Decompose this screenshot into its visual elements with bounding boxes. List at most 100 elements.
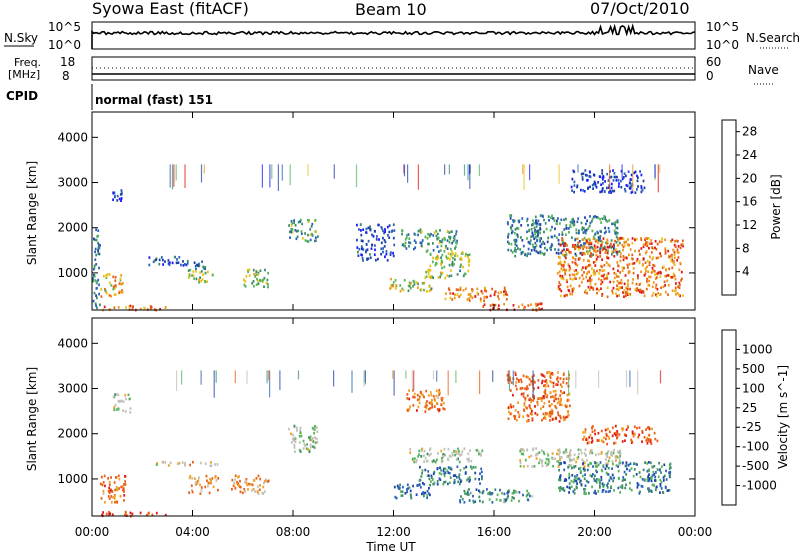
velocity-cell-1: [105, 512, 108, 516]
power-cell-10: [412, 284, 414, 288]
power-cell-15: [512, 219, 514, 222]
power-cell-16: [582, 247, 584, 251]
power-cell-16: [564, 256, 567, 260]
power-cell-17: [573, 184, 576, 187]
power-cell-16: [590, 274, 593, 278]
velocity-cell-12: [551, 395, 554, 398]
velocity-noise-streak: [532, 370, 534, 399]
power-cell-12: [459, 269, 461, 273]
velocity-cell-10: [455, 476, 458, 479]
power-cell-14: [538, 307, 541, 310]
power-cell-15: [539, 245, 542, 249]
velocity-cell-13: [558, 448, 561, 451]
power-cell-16: [571, 290, 574, 293]
velocity-cell-9: [433, 460, 436, 463]
power-cell-16: [640, 238, 643, 242]
velocity-cell-3: [176, 462, 179, 466]
velocity-cell-15: [641, 430, 644, 433]
velocity-cell-12: [566, 399, 569, 402]
velocity-cell-13: [546, 452, 549, 456]
velocity-cell-15: [614, 433, 617, 437]
velocity-cell-11: [468, 488, 470, 491]
power-cell-4: [178, 256, 181, 259]
velocity-cell-10: [421, 472, 423, 475]
power-cell-5: [182, 264, 185, 267]
velocity-cell-10: [481, 475, 483, 478]
velocity-cell-13: [541, 459, 544, 462]
power-cell-16: [667, 249, 670, 253]
power-cell-12: [441, 271, 444, 275]
power-cell-17: [627, 170, 630, 173]
power-cell-16: [678, 283, 681, 287]
power-cell-9: [389, 252, 392, 255]
velocity-cell-7: [426, 489, 429, 493]
velocity-cell-14: [597, 463, 600, 467]
velocity-cell-13: [519, 459, 522, 462]
velocity-cell-5: [255, 477, 258, 480]
power-cell-11: [449, 237, 451, 241]
power-cell-8: [297, 220, 300, 224]
velocity-cell-14: [654, 488, 657, 492]
freq-top-tick: 18: [60, 55, 75, 69]
power-cell-13: [504, 289, 507, 293]
velocity-cell-8: [427, 394, 430, 397]
power-cell-16: [589, 263, 592, 267]
power-cell-6: [200, 279, 202, 283]
power-cell-9: [388, 224, 391, 227]
velocity-cell-14: [559, 476, 562, 480]
velocity-cell-13: [545, 464, 548, 467]
velocity-cell-10: [468, 476, 471, 479]
velocity-cell-10: [428, 477, 431, 481]
power-cell-16: [627, 284, 629, 288]
nsky-panel-frame: [91, 21, 696, 50]
power-cell-16: [664, 284, 666, 287]
velocity-cell-12: [508, 410, 510, 414]
velocity-cell-12: [552, 385, 555, 388]
velocity-cell-0: [103, 501, 106, 504]
velocity-cell-15: [636, 426, 638, 430]
power-cell-11: [417, 229, 420, 233]
velocity-cell-12: [562, 415, 565, 419]
velocity-cell-12: [522, 392, 525, 395]
power-cell-15: [510, 242, 513, 246]
power-cell-11: [453, 235, 456, 238]
power-cell-16: [575, 262, 577, 266]
power-cell-13: [467, 293, 470, 296]
power-cell-0: [99, 303, 101, 307]
velocity-cell-15: [625, 428, 628, 431]
power-cell-9: [367, 226, 370, 230]
power-cell-16: [583, 245, 586, 248]
power-cell-12: [429, 252, 432, 256]
power-cell-17: [640, 185, 643, 188]
velocity-cell-12: [544, 417, 547, 420]
velocity-cell-11: [512, 491, 515, 495]
velocity-cell-13: [600, 451, 603, 454]
velocity-cell-13: [552, 464, 554, 468]
power-cell-15: [614, 224, 616, 227]
velocity-cell-12: [566, 410, 569, 413]
velocity-cell-13: [580, 451, 583, 455]
power-cell-15: [576, 220, 579, 224]
velocity-cell-12: [546, 395, 548, 399]
velocity-cell-10: [436, 467, 439, 471]
velocity-cell-3: [184, 461, 186, 465]
velocity-cell-13: [582, 460, 585, 463]
power-cell-12: [437, 276, 440, 279]
velocity-cell-9: [424, 456, 427, 460]
velocity-cell-13: [605, 452, 607, 456]
power-cell-11: [433, 231, 436, 234]
power-cell-16: [612, 286, 615, 290]
power-cell-16: [616, 294, 618, 298]
velocity-cell-14: [559, 486, 562, 489]
power-cell-16: [635, 259, 638, 263]
power-cell-7: [253, 272, 256, 276]
power-cell-6: [192, 270, 195, 273]
power-cell-17: [634, 191, 637, 194]
velocity-cell-0: [120, 485, 123, 489]
velocity-cell-14: [619, 491, 621, 494]
power-cell-15: [515, 238, 518, 242]
velocity-cell-6: [309, 435, 312, 439]
power-cell-16: [563, 244, 565, 248]
